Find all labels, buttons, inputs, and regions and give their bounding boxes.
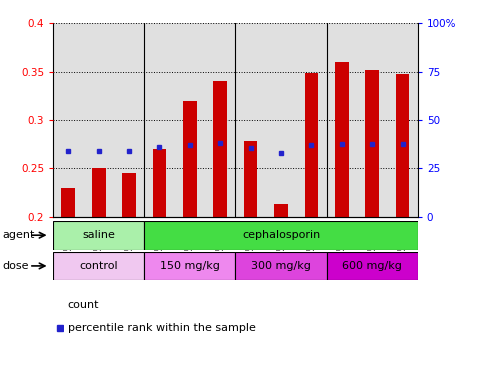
Bar (53, 221, 144, 250)
Bar (144, 221, 418, 250)
Bar (244, 141, 257, 217)
Text: dose: dose (2, 261, 29, 271)
Bar (183, 101, 197, 217)
Bar (236, 252, 327, 280)
Bar (327, 252, 418, 280)
Bar (274, 204, 288, 217)
Bar (365, 70, 379, 217)
Text: agent: agent (2, 230, 35, 240)
Bar (335, 62, 349, 217)
Bar (305, 73, 318, 217)
Bar (92, 169, 106, 217)
Text: 300 mg/kg: 300 mg/kg (251, 261, 311, 271)
Text: percentile rank within the sample: percentile rank within the sample (68, 323, 256, 333)
Bar (61, 188, 75, 217)
Bar (144, 252, 236, 280)
Text: saline: saline (82, 230, 115, 240)
Text: control: control (79, 261, 118, 271)
Bar (53, 252, 144, 280)
Bar (153, 149, 166, 217)
Text: count: count (68, 300, 99, 310)
Bar (213, 81, 227, 217)
Text: cephalosporin: cephalosporin (242, 230, 320, 240)
Text: 600 mg/kg: 600 mg/kg (342, 261, 402, 271)
Bar (122, 173, 136, 217)
Bar (396, 74, 410, 217)
Text: 150 mg/kg: 150 mg/kg (160, 261, 220, 271)
